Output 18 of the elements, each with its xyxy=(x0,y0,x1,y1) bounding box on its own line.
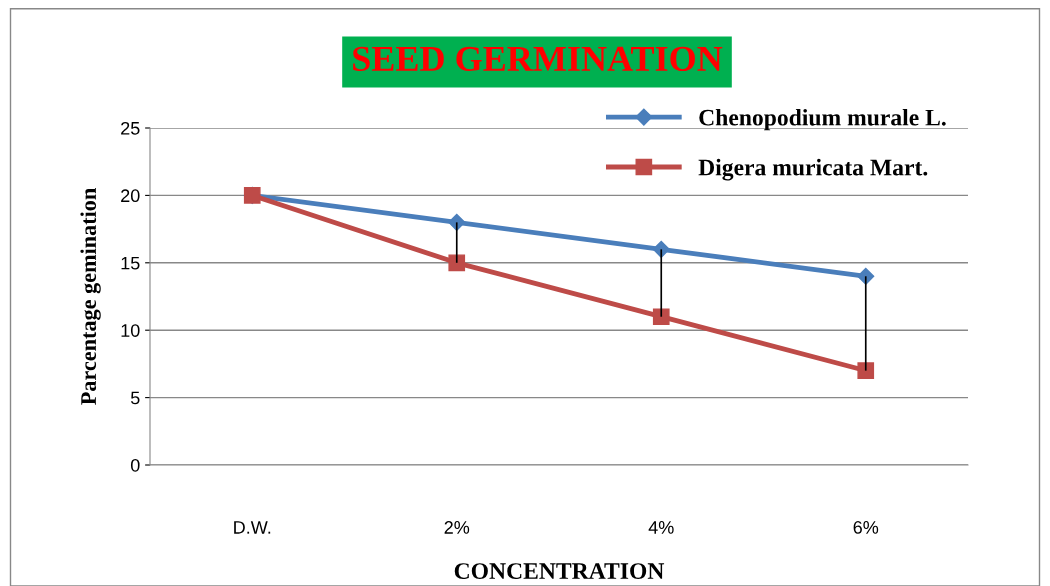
x-tick-label: 4% xyxy=(648,521,674,534)
x-axis-title: CONCENTRATION xyxy=(454,563,665,579)
y-tick-label: 5 xyxy=(130,391,140,405)
legend-label: Digera muricata Mart. xyxy=(698,158,928,181)
x-tick-label: D.W. xyxy=(234,521,271,534)
x-tick-label: 6% xyxy=(853,521,879,534)
legend-label: Chenopodium murale L. xyxy=(699,108,946,131)
y-tick-label: 0 xyxy=(130,458,140,472)
chart-title: SEED GERMINATION xyxy=(353,46,723,72)
point xyxy=(652,308,670,326)
y-tick-label: 25 xyxy=(121,121,140,135)
x-tick-label: 2% xyxy=(444,521,470,534)
y-tick-label: 10 xyxy=(121,324,140,337)
point xyxy=(448,254,466,272)
y-tick-label: 20 xyxy=(121,189,140,203)
y-tick-label: 15 xyxy=(121,256,140,270)
y-axis-title: Parcentage gemination xyxy=(80,188,101,405)
point xyxy=(857,362,875,379)
